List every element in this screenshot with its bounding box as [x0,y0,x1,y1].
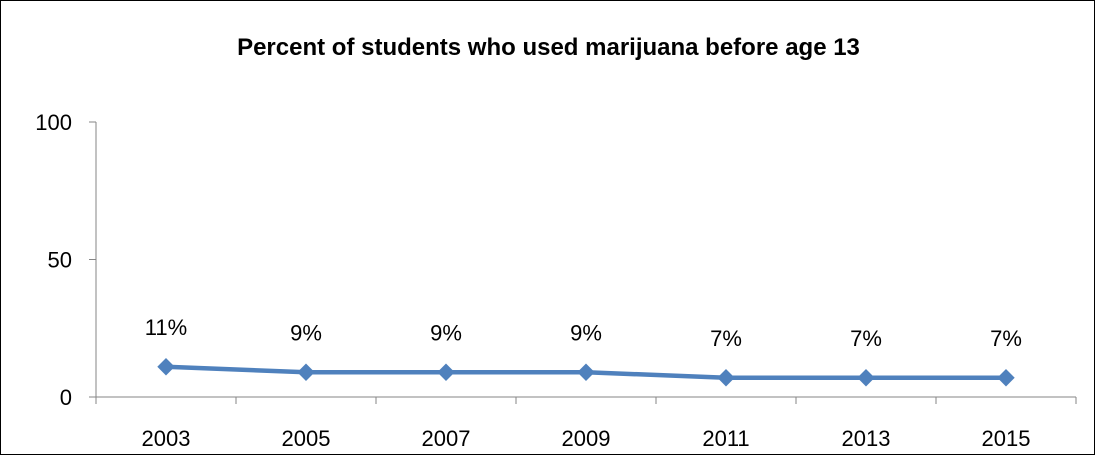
chart-title: Percent of students who used marijuana b… [237,34,860,61]
data-point-marker [857,369,875,387]
x-tick-label: 2007 [422,426,471,451]
data-label: 7% [850,326,882,351]
data-label: 7% [990,326,1022,351]
data-point-marker [997,369,1015,387]
data-label: 9% [570,320,602,345]
x-tick-label: 2009 [562,426,611,451]
x-tick-label: 2003 [142,426,191,451]
data-label: 9% [430,320,462,345]
data-label: 7% [710,326,742,351]
x-tick-label: 2015 [982,426,1031,451]
y-tick-label: 100 [35,110,72,135]
data-label: 9% [290,320,322,345]
data-point-marker [577,363,595,381]
data-point-marker [157,358,175,376]
x-tick-label: 2013 [842,426,891,451]
data-label: 11% [145,315,187,340]
y-tick-label: 0 [60,385,72,410]
y-tick-label: 50 [48,248,72,273]
x-tick-label: 2005 [282,426,331,451]
data-point-marker [717,369,735,387]
data-point-marker [297,363,315,381]
data-point-marker [437,363,455,381]
x-tick-label: 2011 [702,426,749,451]
